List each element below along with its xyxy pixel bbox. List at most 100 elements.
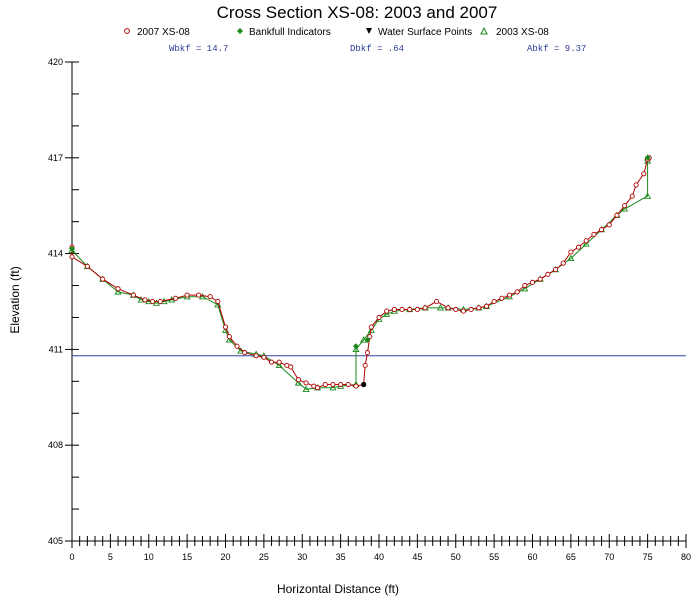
series-2007-point [407, 306, 413, 313]
legend-marker-circle-icon [124, 28, 130, 34]
x-axis-title: Horizontal Distance (ft) [277, 582, 399, 596]
series-2007 [69, 155, 652, 391]
y-tick-label: 408 [48, 440, 63, 450]
legend-label-water-surface: Water Surface Points [378, 27, 472, 38]
series-2007-point [353, 383, 359, 389]
series-2007-point [242, 350, 248, 356]
x-tick-label: 15 [182, 552, 192, 562]
y-tick-label: 414 [48, 249, 63, 259]
series-2007-point [234, 343, 240, 349]
x-tick-label: 55 [489, 552, 499, 562]
series-2007-point [453, 306, 459, 313]
chart-title: Cross Section XS-08: 2003 and 2007 [217, 3, 498, 22]
series-2007-point [215, 298, 221, 305]
x-tick-label: 60 [527, 552, 537, 562]
series-2007-point [384, 308, 390, 314]
series-2003-point [329, 383, 337, 391]
series-2003-point [352, 345, 360, 353]
legend-marker-diamond-icon [237, 28, 243, 34]
stat-dbkf: Dbkf = .64 [350, 44, 404, 54]
series-2007-point [483, 303, 490, 309]
x-tick-label: 75 [643, 552, 653, 562]
x-tick-label: 5 [108, 552, 113, 562]
series-2003-point [383, 310, 391, 317]
series-2003-point [567, 254, 575, 262]
series-2007-point [629, 193, 635, 199]
legend-item-2003: 2003 XS-08 [480, 26, 549, 38]
series-2007-point [315, 385, 321, 391]
x-tick-label: 65 [566, 552, 576, 562]
series-2007-point [445, 305, 451, 311]
legend-item-water-surface: Water Surface Points [366, 27, 472, 38]
series-2007-point [196, 292, 202, 298]
series-2007-point [614, 212, 620, 218]
water-surface-point [361, 381, 367, 388]
series-2007-point [253, 353, 259, 359]
series-2007-point [142, 297, 148, 303]
series-2007-point [583, 238, 589, 244]
series-2007-point [222, 324, 229, 330]
series-2007-point [288, 364, 294, 370]
series-2007-point [468, 306, 474, 313]
series-2003-point [214, 300, 222, 308]
series-2007-point [622, 203, 628, 209]
series-2007-point [295, 377, 301, 383]
bankfull-point [644, 154, 651, 161]
series-2007-point [599, 227, 605, 233]
series-2007-point [261, 354, 267, 360]
series-2007-point [330, 381, 336, 388]
series-2007-point [422, 305, 428, 311]
stat-wbkf: Wbkf = 14.7 [169, 44, 228, 54]
x-tick-label: 45 [412, 552, 422, 562]
series-2007-point [552, 267, 559, 273]
series-2007-point [367, 334, 373, 340]
bankfull-stats: Wbkf = 14.7 Dbkf = .64 Abkf = 9.37 [169, 44, 586, 54]
series-2003-point [644, 192, 652, 199]
x-tick-label: 40 [374, 552, 384, 562]
series-2003-point [275, 361, 283, 369]
series-2003-point [152, 299, 160, 306]
series-2007-point [115, 286, 121, 292]
series-2003-point [367, 326, 375, 333]
series-2003-point [294, 379, 302, 386]
series-2007-point [368, 324, 374, 330]
series-2007-point [84, 263, 90, 269]
series-2007-point [606, 222, 612, 228]
series-2003-point [521, 285, 529, 292]
series-2003-point [621, 205, 629, 212]
bankfull-point [69, 245, 75, 252]
series-2003-point [436, 304, 444, 311]
series-2007-point [522, 282, 528, 289]
series-2007-point [362, 362, 368, 368]
series-2003-point [302, 385, 310, 392]
series-2007-point [499, 295, 505, 301]
x-tick-label: 10 [144, 552, 154, 562]
series-2007-point [226, 334, 232, 340]
axes: 0 5 10 15 20 25 30 35 40 45 50 55 60 65 70 75 80 405 408 41… [48, 57, 691, 562]
y-axis-title: Elevation (ft) [8, 266, 22, 333]
series-2007-point [641, 171, 647, 177]
series-2007-point [207, 294, 213, 300]
series-2007-point [69, 254, 75, 260]
x-tick-label: 35 [336, 552, 346, 562]
series-2007-point [345, 381, 351, 388]
x-tick-label: 50 [451, 552, 461, 562]
series-2003-point [198, 292, 207, 300]
series-2007-point [560, 260, 566, 266]
series-2007-point [376, 314, 382, 321]
bankfull-point [364, 336, 371, 343]
x-tick-label: 25 [259, 552, 269, 562]
legend-label-2003: 2003 XS-08 [496, 27, 549, 38]
series-2007-point [476, 305, 482, 311]
series-bankfull [69, 154, 651, 350]
series-2007-point [414, 306, 420, 313]
series-layer [68, 154, 652, 392]
bankfull-point [352, 343, 359, 350]
series-2007-point [506, 292, 513, 298]
series-2007-point [173, 295, 179, 301]
series-2007-point [576, 244, 582, 250]
series-2007-point [184, 292, 190, 298]
series-2007-point [157, 298, 163, 305]
x-tick-label: 30 [297, 552, 307, 562]
